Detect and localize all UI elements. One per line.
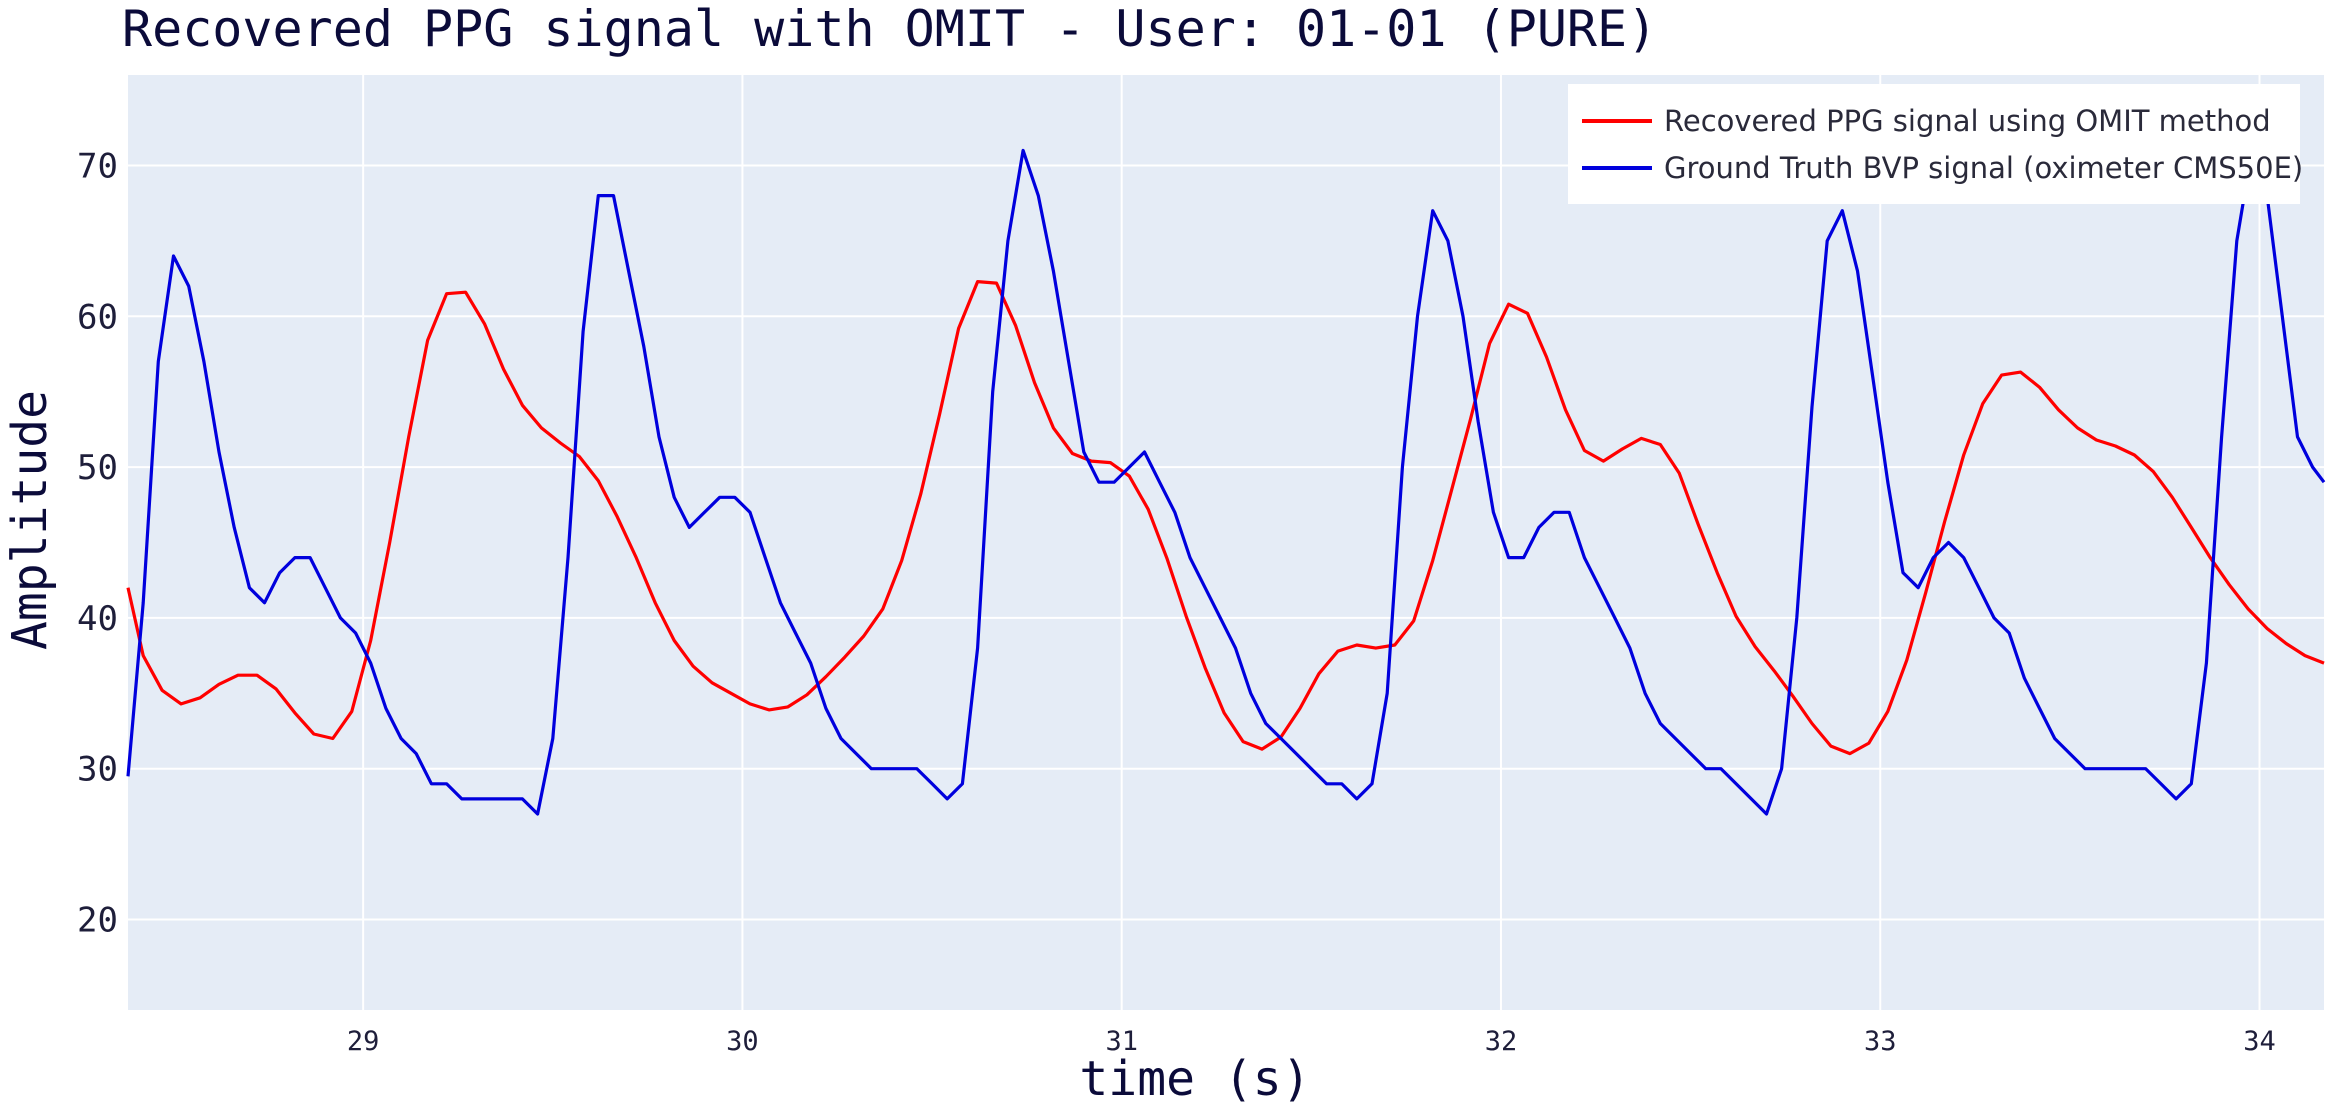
y-tick-label: 30 [77, 750, 118, 790]
grid [128, 75, 2324, 1010]
x-tick-label: 31 [1105, 1026, 1138, 1057]
plot-area [128, 75, 2324, 1010]
legend: Recovered PPG signal using OMIT method G… [1568, 84, 2303, 204]
y-tick-label: 40 [77, 599, 118, 639]
legend-label-recovered-ppg: Recovered PPG signal using OMIT method [1664, 104, 2271, 138]
legend-label-ground-truth-bvp: Ground Truth BVP signal (oximeter CMS50E… [1664, 151, 2303, 185]
y-axis-ticks: 20 30 40 50 60 70 [77, 146, 118, 940]
y-tick-label: 70 [77, 146, 118, 186]
series-line-1 [126, 148, 2326, 816]
series-layer [126, 148, 2326, 816]
x-tick-label: 30 [726, 1026, 759, 1057]
x-tick-label: 29 [347, 1026, 380, 1057]
series-line-0 [126, 280, 2325, 756]
x-tick-label: 32 [1485, 1026, 1518, 1057]
chart-title: Recovered PPG signal with OMIT - User: 0… [122, 0, 1657, 58]
y-tick-label: 60 [77, 297, 118, 337]
y-tick-label: 50 [77, 448, 118, 488]
x-axis-title: time (s) [1079, 1051, 1310, 1107]
y-tick-label: 20 [77, 901, 118, 941]
y-axis-title: Amplitude [2, 390, 58, 650]
x-tick-label: 34 [2243, 1026, 2276, 1057]
x-axis-ticks: 29 30 31 32 33 34 [347, 1026, 2276, 1057]
legend-box [1568, 84, 2300, 204]
x-tick-label: 33 [1864, 1026, 1897, 1057]
